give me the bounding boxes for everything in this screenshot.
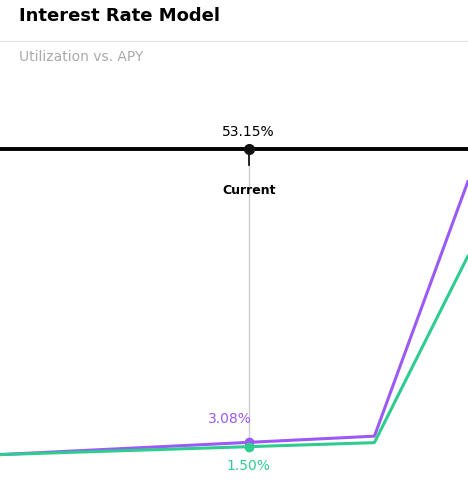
Text: Interest Rate Model: Interest Rate Model	[19, 7, 219, 25]
Text: 53.15%: 53.15%	[222, 125, 275, 139]
Text: 3.08%: 3.08%	[208, 412, 252, 426]
Text: Utilization vs. APY: Utilization vs. APY	[19, 50, 143, 64]
Text: Current: Current	[222, 184, 276, 197]
Text: 1.50%: 1.50%	[227, 459, 271, 473]
